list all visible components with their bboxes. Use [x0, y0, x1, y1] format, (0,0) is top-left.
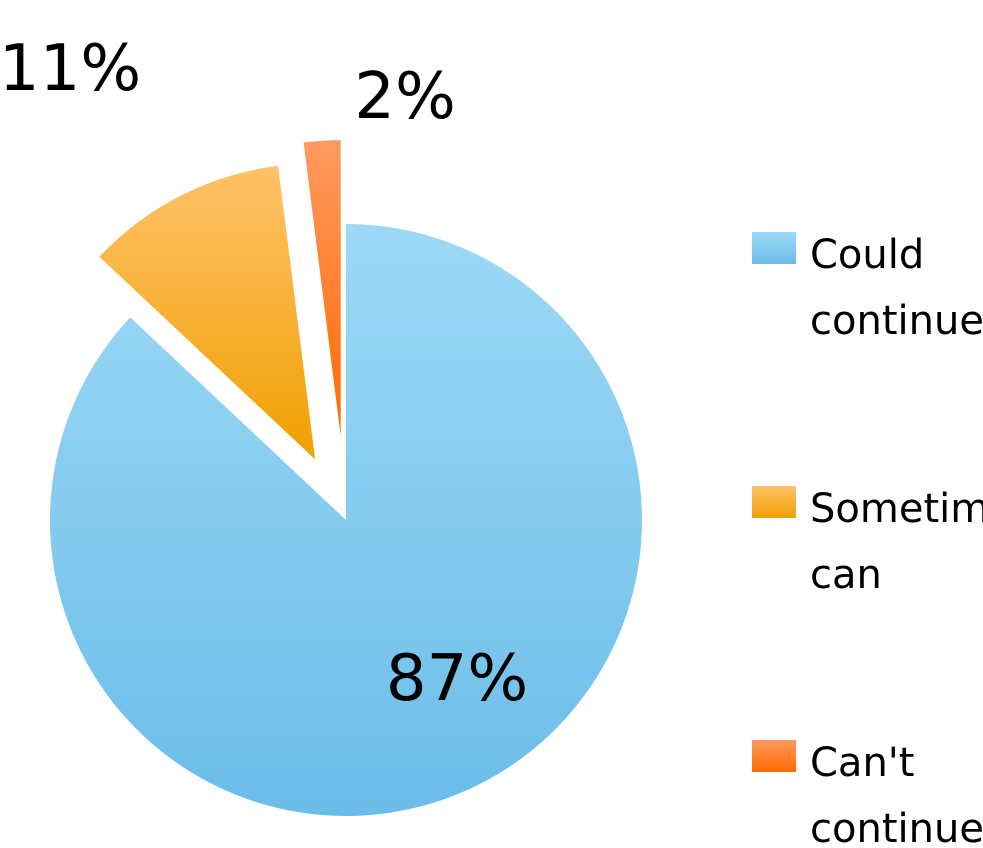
legend-label-line1-1: Sometimes: [810, 486, 983, 532]
legend-swatch-0: [752, 232, 796, 264]
legend-entry-0: Could continue: [752, 232, 983, 344]
legend-swatch-1: [752, 486, 796, 518]
data-label-0: 87%: [386, 642, 528, 716]
legend-label-line2-2: continue: [810, 806, 983, 848]
pie-slice-could-continue: [50, 224, 642, 816]
legend-swatch-2: [752, 740, 796, 772]
legend: Could continue Sometimes can Can't continue: [752, 232, 983, 848]
legend-label-line2-1: can: [810, 552, 882, 598]
legend-label-line2-0: continue: [810, 298, 983, 344]
data-label-1: 11%: [0, 32, 141, 106]
legend-entry-1: Sometimes can: [752, 486, 983, 598]
pie-slice-can-t-continue: [304, 140, 341, 436]
pie-slices: [50, 140, 642, 816]
legend-label-line1-0: Could: [810, 232, 924, 278]
data-label-2: 2%: [354, 60, 456, 134]
legend-entry-2: Can't continue: [752, 740, 983, 848]
legend-label-line1-2: Can't: [810, 740, 914, 786]
